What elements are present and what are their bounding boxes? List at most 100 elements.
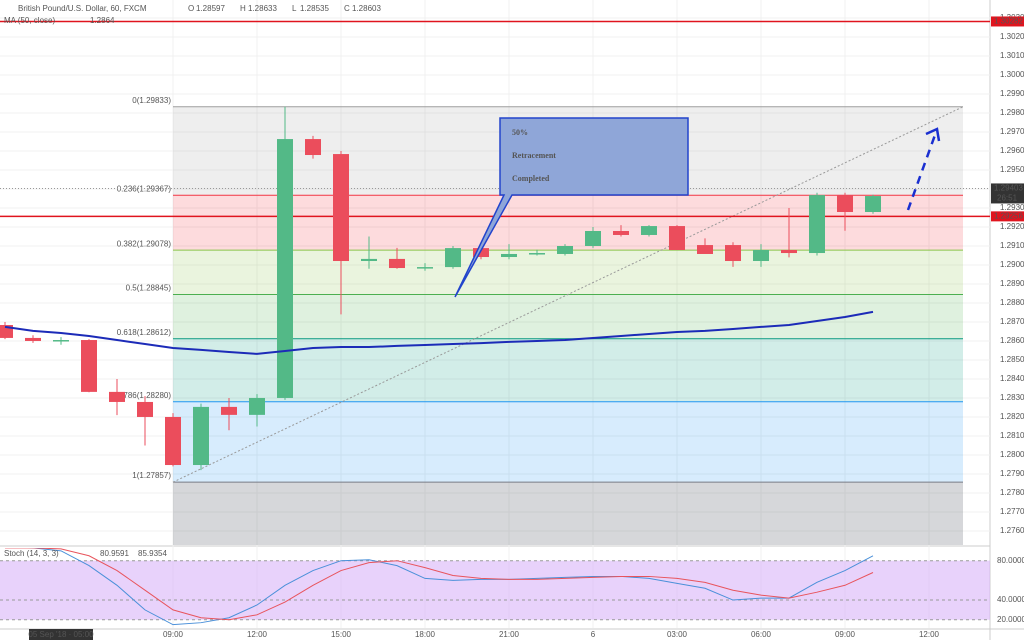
candle-body [809,195,825,254]
candle-body [109,391,125,402]
ohlc-key: L [292,4,297,13]
y-tick-label: 1.28100 [1000,431,1024,440]
y-tick-label: 1.29200 [1000,222,1024,231]
y-tick-label: 1.29100 [1000,241,1024,250]
candle-body [389,258,405,269]
annotation-box [454,117,689,298]
y-tick-label: 1.27600 [1000,526,1024,535]
candle-body [585,230,601,247]
fib-zone [173,482,963,545]
x-tick-label: 12:00 [247,630,268,639]
fib-label: 0.382(1.29078) [117,239,172,248]
stoch-line [27,548,874,626]
y-tick-label: 1.27900 [1000,469,1024,478]
x-tick-label: 06:00 [751,630,772,639]
candle-body [837,195,853,212]
y-tick-label: 1.29900 [1000,89,1024,98]
candle-body [81,340,97,392]
fib-zone [173,401,963,483]
price-tag [991,183,1024,204]
fib-zone [173,294,963,339]
price-tag [991,211,1024,222]
y-tick-label: 1.28600 [1000,336,1024,345]
candle-body [697,245,713,254]
y-tick-label: 1.28400 [1000,374,1024,383]
y-tick-label: 1.27800 [1000,488,1024,497]
x-tick-label: 09:00 [835,630,856,639]
stoch-lines [5,548,874,626]
ohlc-key: O [188,4,194,13]
annotation-text: Completed [512,174,550,183]
candle-body [445,248,461,268]
y-tick-label: 1.29000 [1000,260,1024,269]
candle-body [753,249,769,262]
ohlc-value: 1.28603 [352,4,381,13]
price-tag-label: 1.30282 [994,17,1023,26]
fib-zone [173,195,963,251]
price-tag [991,16,1024,27]
candles [0,106,881,471]
candle-body [641,226,657,235]
x-tick-label: 09:00 [163,630,184,639]
chart-title: British Pound/U.S. Dollar, 60, FXCM [18,4,147,13]
candle-body [557,246,573,254]
y-tick-label: 1.29800 [1000,108,1024,117]
candle-body [53,340,69,342]
candle-body [417,267,433,269]
annotation-text: Retracement [512,151,556,160]
fib-label: 0.618(1.28612) [117,328,172,337]
y-tick-label: 80.0000 [997,556,1024,565]
ohlc-value: 1.28597 [196,4,225,13]
fib-label: 0.5(1.28845) [126,284,172,293]
candle-body [277,139,293,398]
y-tick-label: 1.27700 [1000,507,1024,516]
ma-legend-value: 1.2864 [90,16,115,25]
y-tick-label: 1.29300 [1000,203,1024,212]
x-tick-label: 21:00 [499,630,520,639]
annotation-text: 50% [512,128,528,137]
candle-body [221,406,237,415]
price-tag-label: 1.29403 [994,184,1023,193]
y-tick-label: 1.29700 [1000,127,1024,136]
crosshair-label: 05 Sep '18 · 05:00 [28,630,94,639]
y-tick-label: 20.0000 [997,615,1024,624]
candle-body [865,196,881,212]
price-tag-label: 1.29256 [994,211,1023,220]
ohlc-value: 1.28535 [300,4,329,13]
candle-body [193,406,209,466]
candle-body [25,337,41,341]
ma-legend: MA (50, close) [4,16,55,25]
stoch-band [0,560,990,620]
candle-body [165,416,181,466]
stoch-value: 80.9591 [100,549,129,558]
candle-body [361,258,377,262]
x-tick-label: 15:00 [331,630,352,639]
y-tick-label: 1.28300 [1000,393,1024,402]
fib-label: 1(1.27857) [132,471,171,480]
y-tick-label: 1.29600 [1000,146,1024,155]
y-tick-label: 1.28000 [1000,450,1024,459]
y-tick-label: 40.0000 [997,595,1024,604]
y-tick-label: 1.28700 [1000,317,1024,326]
candle-body [137,401,153,417]
candle-body [725,245,741,262]
stoch-value: 85.9354 [138,549,167,558]
candle-body [473,248,489,258]
fib-label: 0(1.29833) [132,96,171,105]
x-tick-label: 03:00 [667,630,688,639]
y-tick-label: 1.30100 [1000,51,1024,60]
candle-body [529,253,545,255]
crosshair-label-bg [29,629,93,640]
ohlc-key: H [240,4,246,13]
x-tick-label: 12:00 [919,630,940,639]
panel-title: Stoch (14, 3, 3) [4,549,59,558]
y-tick-label: 1.28900 [1000,279,1024,288]
candle-body [781,249,797,254]
fib-label: 0.786(1.28280) [117,391,172,400]
candle-body [669,226,685,250]
candle-body [249,397,265,415]
trend-line [172,106,964,483]
stoch-line [5,548,874,621]
